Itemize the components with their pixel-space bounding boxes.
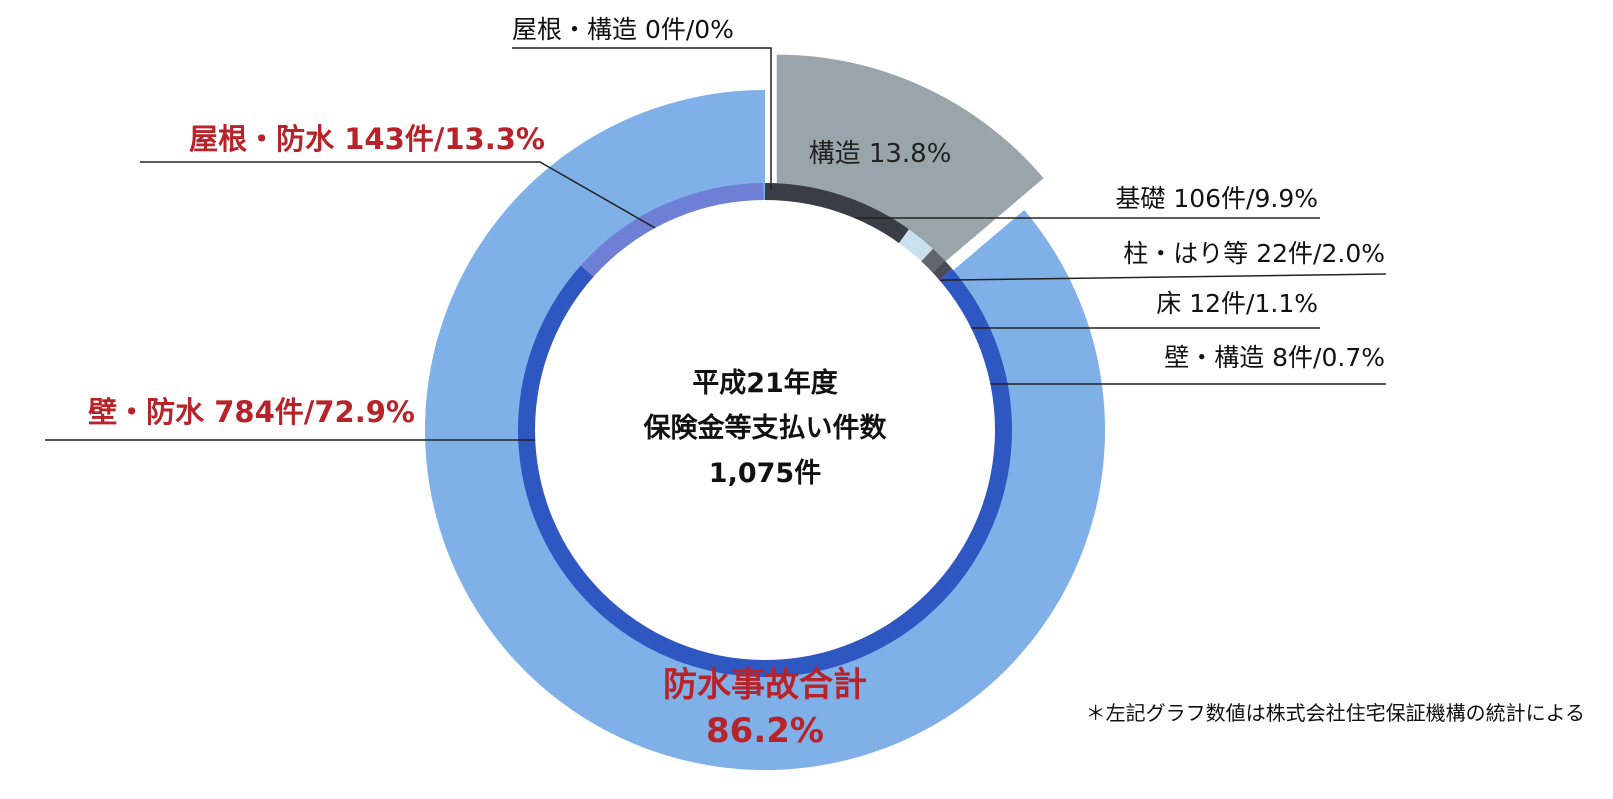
label-columns-beams: 柱・はり等 22件/2.0% (1123, 239, 1385, 268)
outer-label-waterproof-value: 86.2% (706, 711, 824, 751)
center-line-2: 保険金等支払い件数 (643, 412, 888, 444)
label-roof-waterproof: 屋根・防水 143件/13.3% (189, 122, 545, 156)
label-wall-structure: 壁・構造 8件/0.7% (1164, 343, 1385, 372)
center-line-3: 1,075件 (709, 458, 821, 489)
outer-label-waterproof-title: 防水事故合計 (663, 665, 867, 705)
center-line-1: 平成21年度 (692, 367, 838, 399)
leader-roof-structure (512, 47, 772, 190)
label-floor: 床 12件/1.1% (1156, 289, 1318, 318)
label-roof-structure: 屋根・構造 0件/0% (512, 15, 734, 44)
leader-roof-waterproof (140, 161, 691, 249)
center-hole (535, 200, 995, 660)
inner-slice-6 (518, 265, 1013, 677)
outer-label-structure: 構造 13.8% (809, 139, 952, 169)
footnote: ＊左記グラフ数値は株式会社住宅保証機構の統計による (1086, 701, 1585, 725)
leader-columns-beams (877, 273, 1387, 282)
label-wall-waterproof: 壁・防水 784件/72.9% (88, 395, 415, 429)
label-foundation: 基礎 106件/9.9% (1115, 184, 1318, 213)
